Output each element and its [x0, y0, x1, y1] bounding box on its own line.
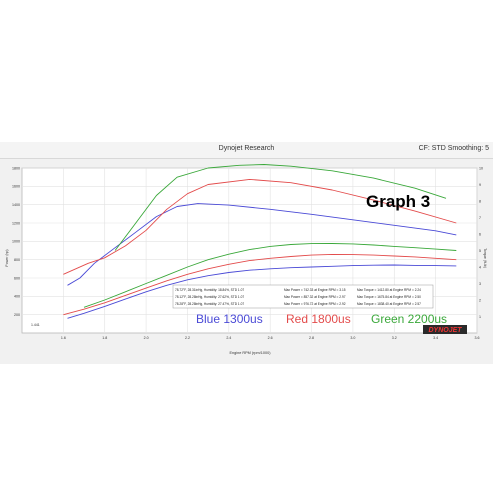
- y-axis-ticks: 200 400 600 800 1000 1200 1400 1600 1800: [12, 166, 20, 317]
- x-tick-label: 3.4: [433, 336, 438, 340]
- y2-tick-label: 7: [479, 216, 481, 220]
- x-axis-ticks: 1.6 1.8 2.0 2.2 2.4 2.6 2.8 3.0 3.2 3.4 3.6: [61, 336, 480, 340]
- chart-title: Graph 3: [366, 192, 430, 211]
- x-tick-label: 2.2: [185, 336, 190, 340]
- legend-conditions: 78.12°F, 28.28inHg, Humidity: 27.62%, ST…: [175, 295, 244, 299]
- y2-tick-label: 10: [479, 166, 483, 170]
- x-tick-label: 3.2: [392, 336, 397, 340]
- y-tick-label: 400: [14, 295, 20, 299]
- brand-logo-text: DYNOJET: [428, 327, 462, 334]
- x-tick-label: 2.0: [144, 336, 149, 340]
- y2-tick-label: 4: [479, 265, 481, 269]
- legend-max-torque: Max Torque = 1838.40 at Engine RPM = 2.5…: [357, 302, 421, 306]
- series-label-red: Red 1800us: [286, 312, 351, 326]
- series-line-torque: [114, 164, 447, 251]
- y2-tick-label: 8: [479, 199, 481, 203]
- legend-conditions: 78.72°F, 28.31inHg, Humidity: 18.84%, ST…: [175, 288, 244, 292]
- series-line-power: [67, 264, 457, 319]
- y2-axis-label: Torque (ft-lb): [483, 248, 487, 268]
- series-line-power: [83, 243, 457, 308]
- x-tick-label: 2.6: [268, 336, 273, 340]
- y2-tick-label: 5: [479, 249, 481, 253]
- app-title: Dynojet Research: [218, 145, 275, 152]
- logo-badge: [423, 325, 467, 334]
- y2-tick-label: 1: [479, 315, 481, 319]
- series-label-blue: Blue 1300us: [196, 312, 263, 326]
- legend-max-torque: Max Torque = 1675.84 at Engine RPM = 2.5…: [357, 295, 421, 299]
- correction-factor-label: CF: STD Smoothing: 5: [418, 145, 489, 152]
- legend-frame: [172, 284, 434, 309]
- y2-axis-ticks: 1 2 3 4 5 6 7 8 9 10: [479, 166, 483, 318]
- x-tick-label: 3.6: [475, 336, 480, 340]
- legend-max-torque: Max Torque = 1412.80 at Engine RPM = 2.2…: [357, 288, 421, 292]
- rpm-annotation: 1.441: [31, 323, 40, 327]
- y-tick-label: 1600: [12, 185, 20, 189]
- y2-tick-label: 3: [479, 282, 481, 286]
- title-bar: Dynojet Research CF: STD Smoothing: 5: [0, 142, 493, 159]
- x-tick-label: 3.0: [350, 336, 355, 340]
- legend-max-power: Max Power = 742.33 at Engine RPM = 3.15: [284, 288, 346, 292]
- y2-tick-label: 2: [479, 298, 481, 302]
- series-line-torque: [67, 203, 457, 286]
- y-axis-label: Power (hp): [5, 249, 9, 266]
- legend-max-power: Max Power = 976.72 at Engine RPM = 2.92: [284, 302, 346, 306]
- legend-row: 78.28°F, 28.28inHg, Humidity: 27.47%, ST…: [175, 302, 421, 306]
- y-tick-label: 600: [14, 276, 20, 280]
- x-tick-label: 2.8: [309, 336, 314, 340]
- grid: [22, 167, 478, 333]
- y2-tick-label: 6: [479, 232, 481, 236]
- series-lines: [63, 164, 457, 319]
- x-tick-label: 1.6: [61, 336, 66, 340]
- series-line-torque: [63, 178, 457, 275]
- legend-row: 78.12°F, 28.28inHg, Humidity: 27.62%, ST…: [175, 295, 421, 299]
- series-label-green: Green 2200us: [371, 312, 447, 326]
- y-tick-label: 1400: [12, 203, 20, 207]
- dyno-window: Dynojet Research CF: STD Smoothing: 5 20…: [0, 142, 493, 364]
- legend-conditions: 78.28°F, 28.28inHg, Humidity: 27.47%, ST…: [175, 302, 244, 306]
- y-tick-label: 1800: [12, 166, 20, 170]
- x-tick-label: 1.8: [102, 336, 107, 340]
- dyno-chart: 200 400 600 800 1000 1200 1400 1600 1800 1 2 3 4 5 6 7…: [5, 164, 487, 355]
- y-tick-label: 1200: [12, 221, 20, 225]
- x-tick-label: 2.4: [226, 336, 231, 340]
- legend-row: 78.72°F, 28.31inHg, Humidity: 18.84%, ST…: [175, 288, 421, 292]
- y-tick-label: 800: [14, 258, 20, 262]
- legend-max-power: Max Power = 857.32 at Engine RPM = 2.97: [284, 295, 346, 299]
- series-line-power: [63, 253, 457, 316]
- y-tick-label: 200: [14, 313, 20, 317]
- legend-box: 78.72°F, 28.31inHg, Humidity: 18.84%, ST…: [172, 284, 434, 309]
- x-axis-label: Engine RPM (rpm/1000): [230, 351, 272, 355]
- y-tick-label: 1000: [12, 240, 20, 244]
- y2-tick-label: 9: [479, 183, 481, 187]
- dynojet-logo: DYNOJET: [423, 325, 467, 334]
